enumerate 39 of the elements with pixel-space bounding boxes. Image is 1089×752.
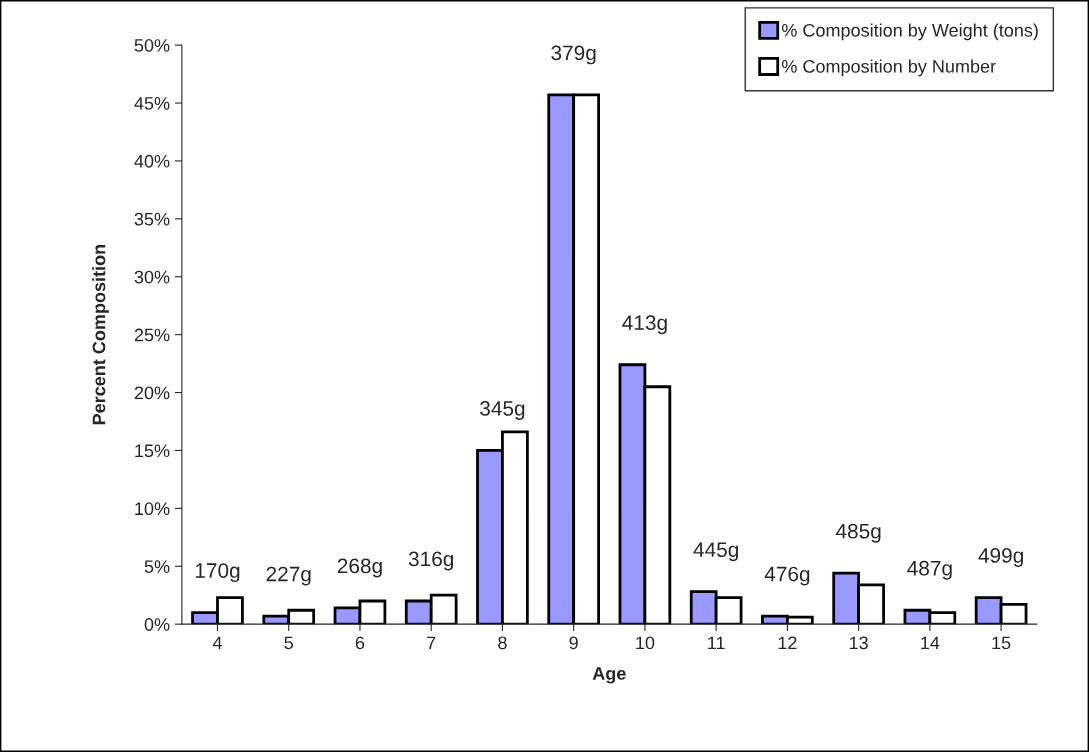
annotation: 485g bbox=[835, 523, 881, 543]
annotation: 487g bbox=[907, 560, 952, 580]
annotation: 227g bbox=[266, 566, 311, 586]
x-tick-label: 14 bbox=[921, 636, 940, 650]
x-tick-label: 10 bbox=[636, 636, 655, 650]
annotation: 499g bbox=[978, 548, 1023, 567]
x-axis-title: Age bbox=[592, 667, 626, 684]
annotation: 379g bbox=[551, 45, 596, 65]
y-tick-label: 20% bbox=[134, 386, 170, 400]
x-tick-label: 11 bbox=[708, 636, 725, 650]
legend-label: % Composition by Weight (tons) bbox=[781, 23, 1038, 41]
y-tick-label: 45% bbox=[134, 97, 170, 110]
y-tick-label: 35% bbox=[134, 212, 170, 226]
annotation: 476g bbox=[764, 566, 810, 586]
y-tick-label: 10% bbox=[135, 502, 170, 516]
y-tick-label: 25% bbox=[134, 328, 170, 342]
annotation: 445g bbox=[693, 542, 738, 562]
y-tick-label: 50% bbox=[134, 39, 170, 52]
annotation: 413g bbox=[622, 315, 667, 335]
y-tick-label: 40% bbox=[134, 154, 170, 168]
annotation: 316g bbox=[408, 551, 454, 571]
x-tick-label: 15 bbox=[992, 636, 1011, 650]
y-tick-label: 30% bbox=[134, 270, 170, 284]
annotation: 268g bbox=[337, 558, 382, 578]
annotation: 345g bbox=[480, 401, 525, 420]
x-tick-label: 8 bbox=[498, 636, 507, 650]
y-axis-title: Percent Composition bbox=[92, 244, 109, 425]
y-tick-label: 5% bbox=[144, 560, 170, 573]
x-tick-label: 7 bbox=[427, 636, 436, 650]
x-tick-label: 4 bbox=[212, 636, 222, 650]
annotation: 170g bbox=[195, 563, 240, 583]
x-tick-label: 5 bbox=[284, 636, 293, 650]
x-tick-label: 12 bbox=[778, 636, 797, 650]
x-tick-label: 6 bbox=[355, 636, 365, 650]
x-tick-label: 9 bbox=[569, 636, 578, 650]
legend-label: % Composition by Number bbox=[781, 59, 996, 77]
x-tick-label: 13 bbox=[849, 636, 868, 650]
y-tick-label: 15% bbox=[135, 444, 170, 458]
y-tick-label: 0% bbox=[144, 618, 170, 631]
